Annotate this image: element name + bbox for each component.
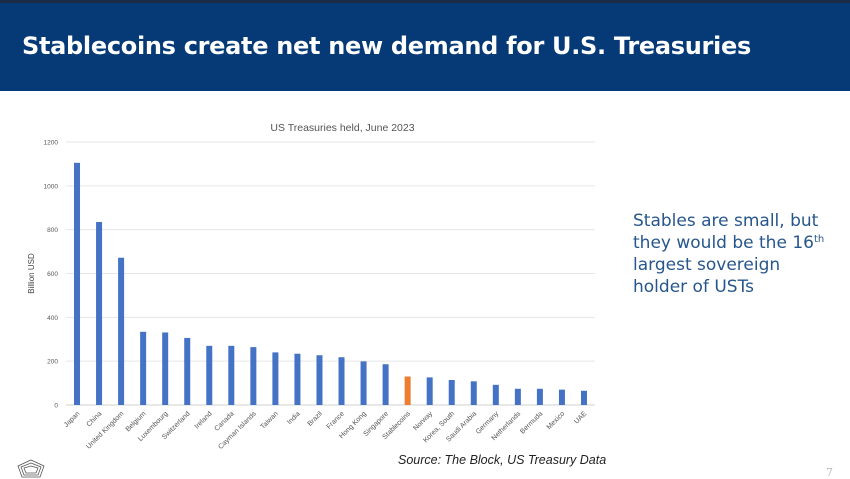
bar-stablecoins: [404, 376, 411, 405]
x-tick-label: China: [86, 410, 104, 428]
x-tick-label: Bermuda: [519, 410, 544, 435]
y-tick-label: 1000: [44, 183, 59, 190]
bar-france: [338, 357, 345, 405]
bar-cayman-islands: [250, 347, 257, 405]
bar-singapore: [382, 364, 389, 405]
x-tick-label: Mexico: [546, 410, 567, 431]
bar-bermuda: [536, 388, 543, 405]
y-tick-label: 1200: [44, 140, 59, 147]
x-tick-label: UAE: [573, 410, 588, 425]
x-tick-label: Cayman Islands: [217, 410, 258, 450]
bar-uae: [580, 390, 587, 405]
bar-india: [294, 353, 301, 405]
x-tick-label: Japan: [63, 410, 82, 429]
x-tick-label: Canada: [213, 410, 235, 432]
y-tick-label: 400: [47, 315, 58, 322]
bar-netherlands: [514, 388, 521, 405]
callout-text: Stables are small, but they would be the…: [633, 210, 833, 298]
y-axis-label: Billion USD: [27, 253, 36, 294]
bar-norway: [426, 377, 433, 405]
bar-ireland: [206, 345, 213, 405]
x-tick-label: France: [326, 410, 346, 430]
bar-hong-kong: [360, 361, 367, 405]
y-tick-label: 800: [47, 227, 58, 234]
chart-title: US Treasuries held, June 2023: [270, 122, 414, 134]
bar-canada: [228, 345, 235, 405]
x-tick-label: India: [286, 410, 302, 426]
x-tick-label: Norway: [412, 410, 434, 432]
page-number: 7: [826, 466, 833, 479]
bar-germany: [492, 384, 499, 405]
bar-china: [96, 221, 103, 405]
x-tick-label: Brazil: [307, 410, 325, 428]
bar-chart: US Treasuries held, June 2023 Billion USD…: [27, 122, 595, 450]
pentagon-logo-icon: [17, 459, 45, 478]
bar-mexico: [558, 389, 565, 405]
bar-luxembourg: [162, 332, 169, 405]
y-tick-label: 600: [47, 271, 58, 278]
bar-belgium: [140, 331, 147, 405]
bar-saudi-arabia: [470, 381, 477, 405]
source-note: Source: The Block, US Treasury Data: [398, 453, 607, 467]
bar-brazil: [316, 355, 323, 405]
bar-korea-south: [448, 380, 455, 405]
bar-japan: [74, 162, 81, 405]
y-tick-label: 200: [47, 359, 58, 366]
title-banner: Stablecoins create net new demand for U.…: [0, 0, 850, 91]
slide-title: Stablecoins create net new demand for U.…: [22, 32, 751, 60]
callout-superscript: th: [813, 234, 825, 245]
bar-switzerland: [184, 337, 191, 405]
callout-part-1: Stables are small, but they would be the…: [633, 211, 819, 253]
bar-united-kingdom: [118, 257, 125, 405]
x-tick-label: Taiwan: [259, 410, 279, 430]
x-tick-label: Ireland: [194, 410, 214, 430]
callout-part-2: largest sovereign holder of USTs: [633, 255, 781, 297]
y-tick-label: 0: [54, 403, 58, 410]
bar-taiwan: [272, 352, 279, 405]
